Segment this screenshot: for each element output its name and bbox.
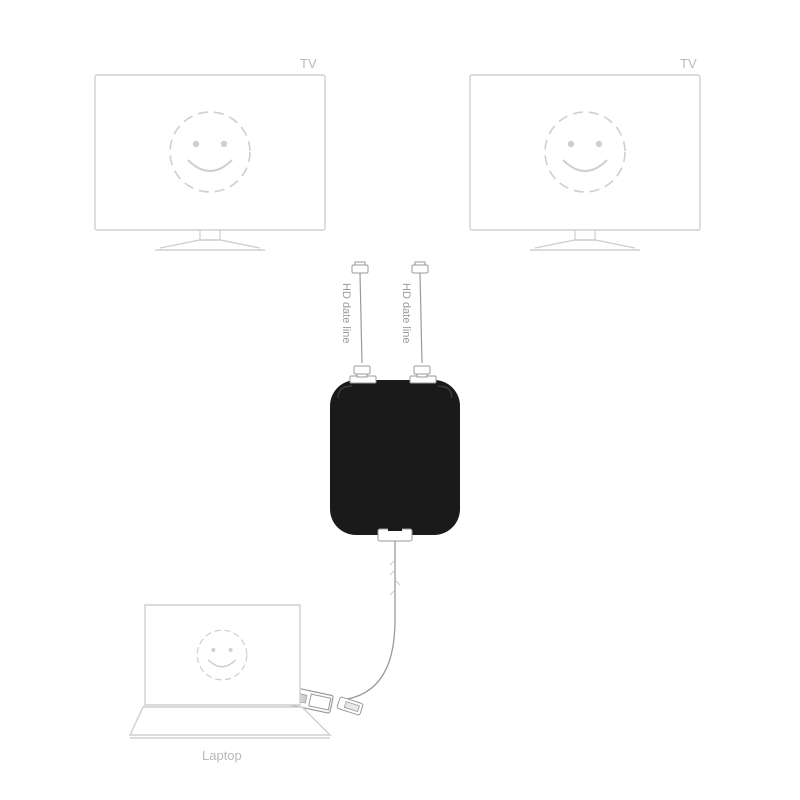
tv-left	[95, 75, 325, 250]
tv-left-label: TV	[300, 56, 317, 71]
hd-cable-right	[412, 262, 430, 377]
laptop-label: Laptop	[202, 748, 242, 763]
tv-right-label: TV	[680, 56, 697, 71]
hd-cable-right-label: HD date line	[400, 283, 412, 344]
hd-cable-left	[352, 262, 370, 377]
tv-right	[470, 75, 700, 250]
splitter-box	[330, 376, 460, 541]
connection-diagram	[0, 0, 800, 800]
usb-cable	[287, 541, 400, 715]
laptop	[130, 605, 330, 738]
hd-cable-left-label: HD date line	[340, 283, 352, 344]
